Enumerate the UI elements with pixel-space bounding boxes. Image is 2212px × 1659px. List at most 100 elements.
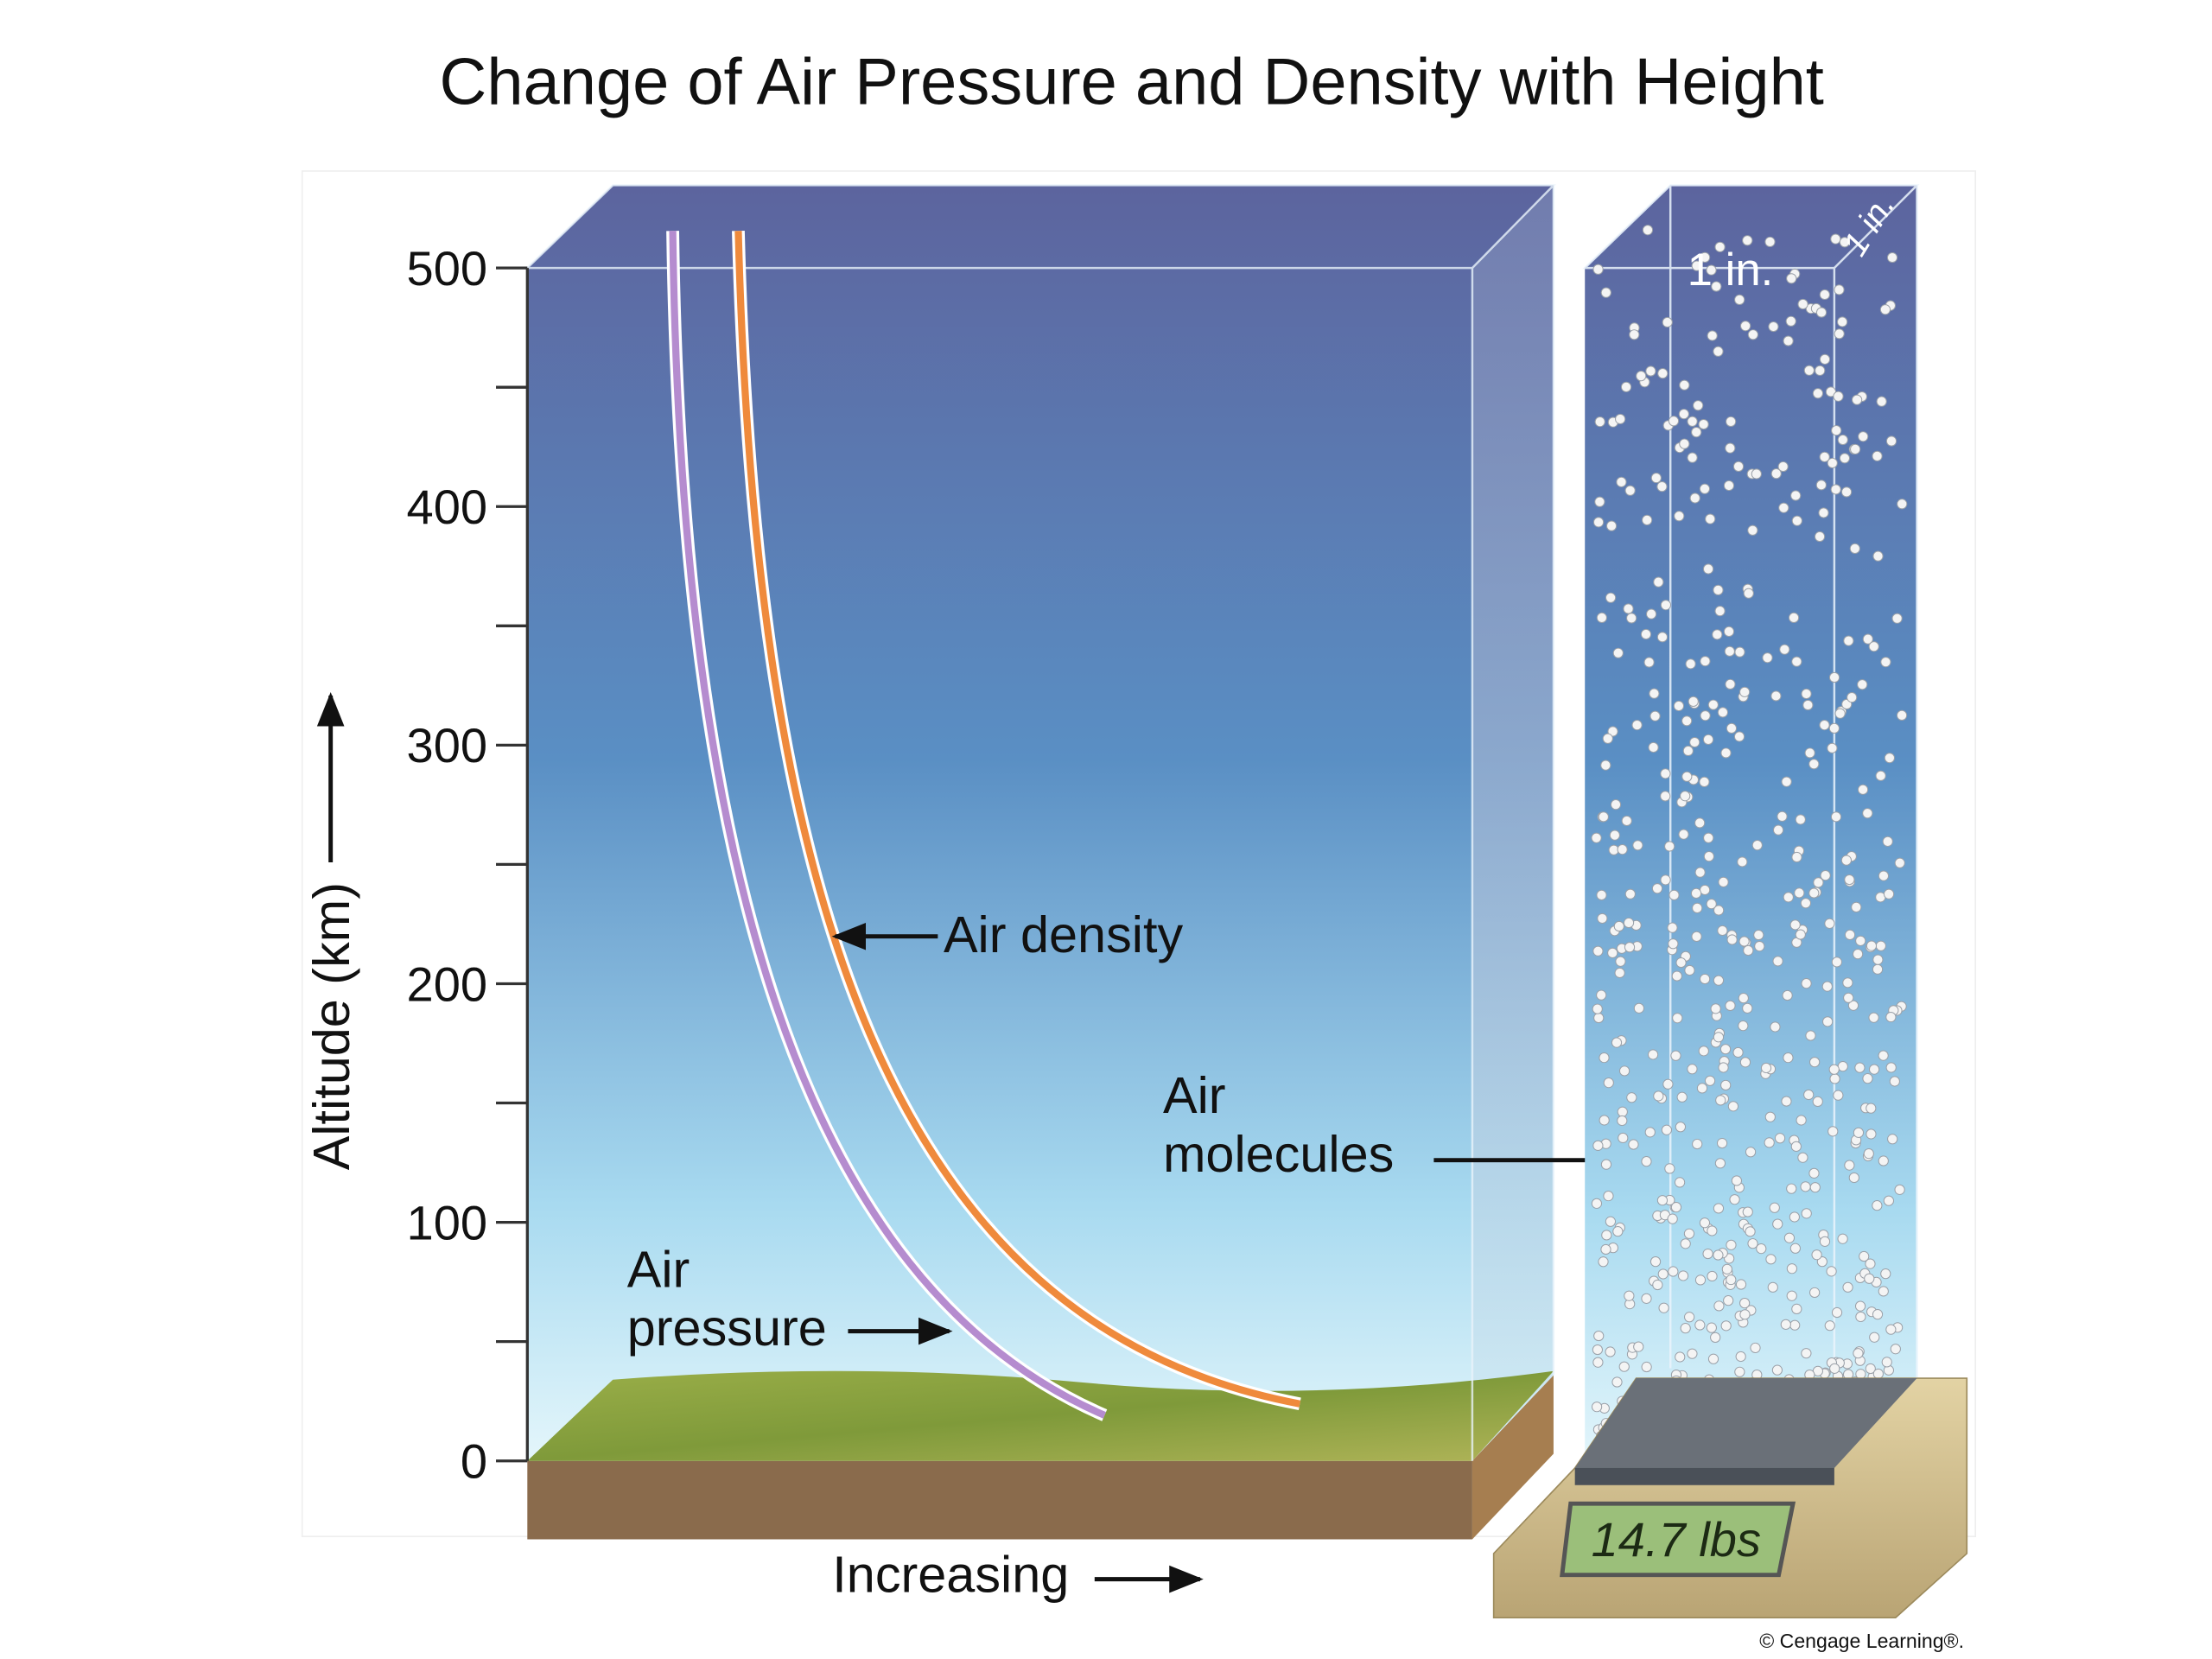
molecule	[1816, 1256, 1827, 1268]
molecule	[1760, 1062, 1772, 1074]
molecule	[1641, 1156, 1652, 1167]
molecule	[1828, 671, 1840, 683]
molecule	[1719, 1044, 1732, 1055]
molecule	[1691, 427, 1702, 438]
molecule	[1872, 954, 1884, 965]
molecule	[1883, 888, 1895, 899]
molecule	[1615, 413, 1626, 425]
molecule	[1710, 1003, 1721, 1014]
molecule	[1853, 1348, 1864, 1359]
molecule	[1700, 251, 1711, 264]
molecule	[1716, 1137, 1728, 1149]
molecule	[1797, 1152, 1808, 1163]
molecule	[1865, 1363, 1876, 1375]
tick-label: 200	[407, 957, 488, 1011]
molecule	[1657, 1268, 1669, 1280]
molecule	[1703, 851, 1714, 862]
molecule	[1734, 294, 1745, 305]
molecule	[1723, 626, 1735, 637]
molecule	[1667, 1213, 1678, 1224]
molecule	[1897, 499, 1908, 510]
molecule	[1847, 691, 1858, 703]
molecule	[1592, 517, 1605, 528]
molecule	[1800, 1181, 1811, 1192]
molecule	[1739, 686, 1751, 697]
molecule	[1852, 394, 1863, 405]
molecule	[1706, 264, 1717, 276]
molecule	[1801, 688, 1812, 700]
molecule	[1801, 1348, 1812, 1359]
molecule	[1818, 507, 1829, 518]
molecule	[1742, 1002, 1753, 1014]
molecule	[1791, 656, 1802, 667]
sky-box	[527, 185, 1554, 1461]
molecule	[1707, 699, 1719, 710]
molecule	[1797, 298, 1808, 310]
molecule	[1670, 1202, 1682, 1213]
molecule	[1878, 1286, 1889, 1297]
molecule	[1679, 438, 1690, 449]
molecule	[1834, 328, 1845, 340]
molecule	[1674, 1177, 1686, 1188]
molecule	[1607, 726, 1618, 737]
molecule	[1600, 1159, 1612, 1170]
molecule	[1725, 1000, 1736, 1011]
molecule	[1885, 1011, 1897, 1023]
molecule	[1623, 603, 1634, 614]
molecule	[1714, 241, 1726, 252]
molecule	[1876, 396, 1887, 407]
molecule	[1732, 1046, 1744, 1058]
molecule	[1827, 742, 1838, 753]
molecule	[1745, 1226, 1756, 1237]
molecule	[1850, 443, 1861, 455]
molecule	[1628, 1139, 1639, 1150]
molecule	[1862, 633, 1873, 645]
molecule	[1612, 647, 1624, 658]
molecule	[1833, 1090, 1844, 1101]
molecule	[1599, 1115, 1610, 1126]
molecule	[1811, 1249, 1822, 1261]
molecule	[1660, 768, 1671, 779]
molecule	[1872, 550, 1884, 562]
molecule	[1684, 1312, 1695, 1323]
molecule	[1692, 902, 1703, 913]
molecule	[1751, 840, 1763, 851]
molecule	[1742, 235, 1753, 246]
molecule	[1858, 431, 1869, 442]
molecule	[1649, 688, 1660, 699]
molecule	[1878, 870, 1890, 881]
molecule	[1739, 1309, 1751, 1320]
molecule	[1827, 1126, 1839, 1137]
molecule	[1779, 644, 1790, 655]
molecule	[1713, 975, 1725, 986]
molecule	[1675, 1122, 1687, 1133]
molecule	[1677, 1270, 1689, 1281]
molecule	[1605, 592, 1617, 603]
molecule	[1834, 284, 1845, 296]
molecule	[1723, 1295, 1734, 1306]
molecule	[1772, 956, 1783, 967]
molecule	[1844, 874, 1855, 886]
molecule	[1613, 920, 1624, 932]
molecule	[1864, 1273, 1875, 1284]
molecule	[1770, 1021, 1781, 1033]
molecule	[1675, 1351, 1686, 1363]
molecule	[1648, 741, 1659, 753]
molecule	[1829, 1073, 1840, 1084]
molecule	[1680, 791, 1691, 802]
molecule	[1834, 708, 1846, 719]
molecule	[1743, 944, 1754, 957]
molecule	[1664, 1163, 1675, 1174]
molecule	[1651, 883, 1663, 894]
molecule	[1738, 993, 1749, 1004]
molecule	[1679, 379, 1690, 391]
molecule	[1687, 1064, 1698, 1075]
molecule	[1866, 1103, 1877, 1114]
molecule	[1598, 1256, 1609, 1268]
molecule	[1814, 531, 1826, 543]
molecule	[1717, 707, 1729, 718]
molecule	[1786, 1290, 1797, 1301]
molecule	[1842, 1281, 1853, 1293]
molecule	[1671, 970, 1682, 982]
molecule	[1855, 1369, 1866, 1380]
